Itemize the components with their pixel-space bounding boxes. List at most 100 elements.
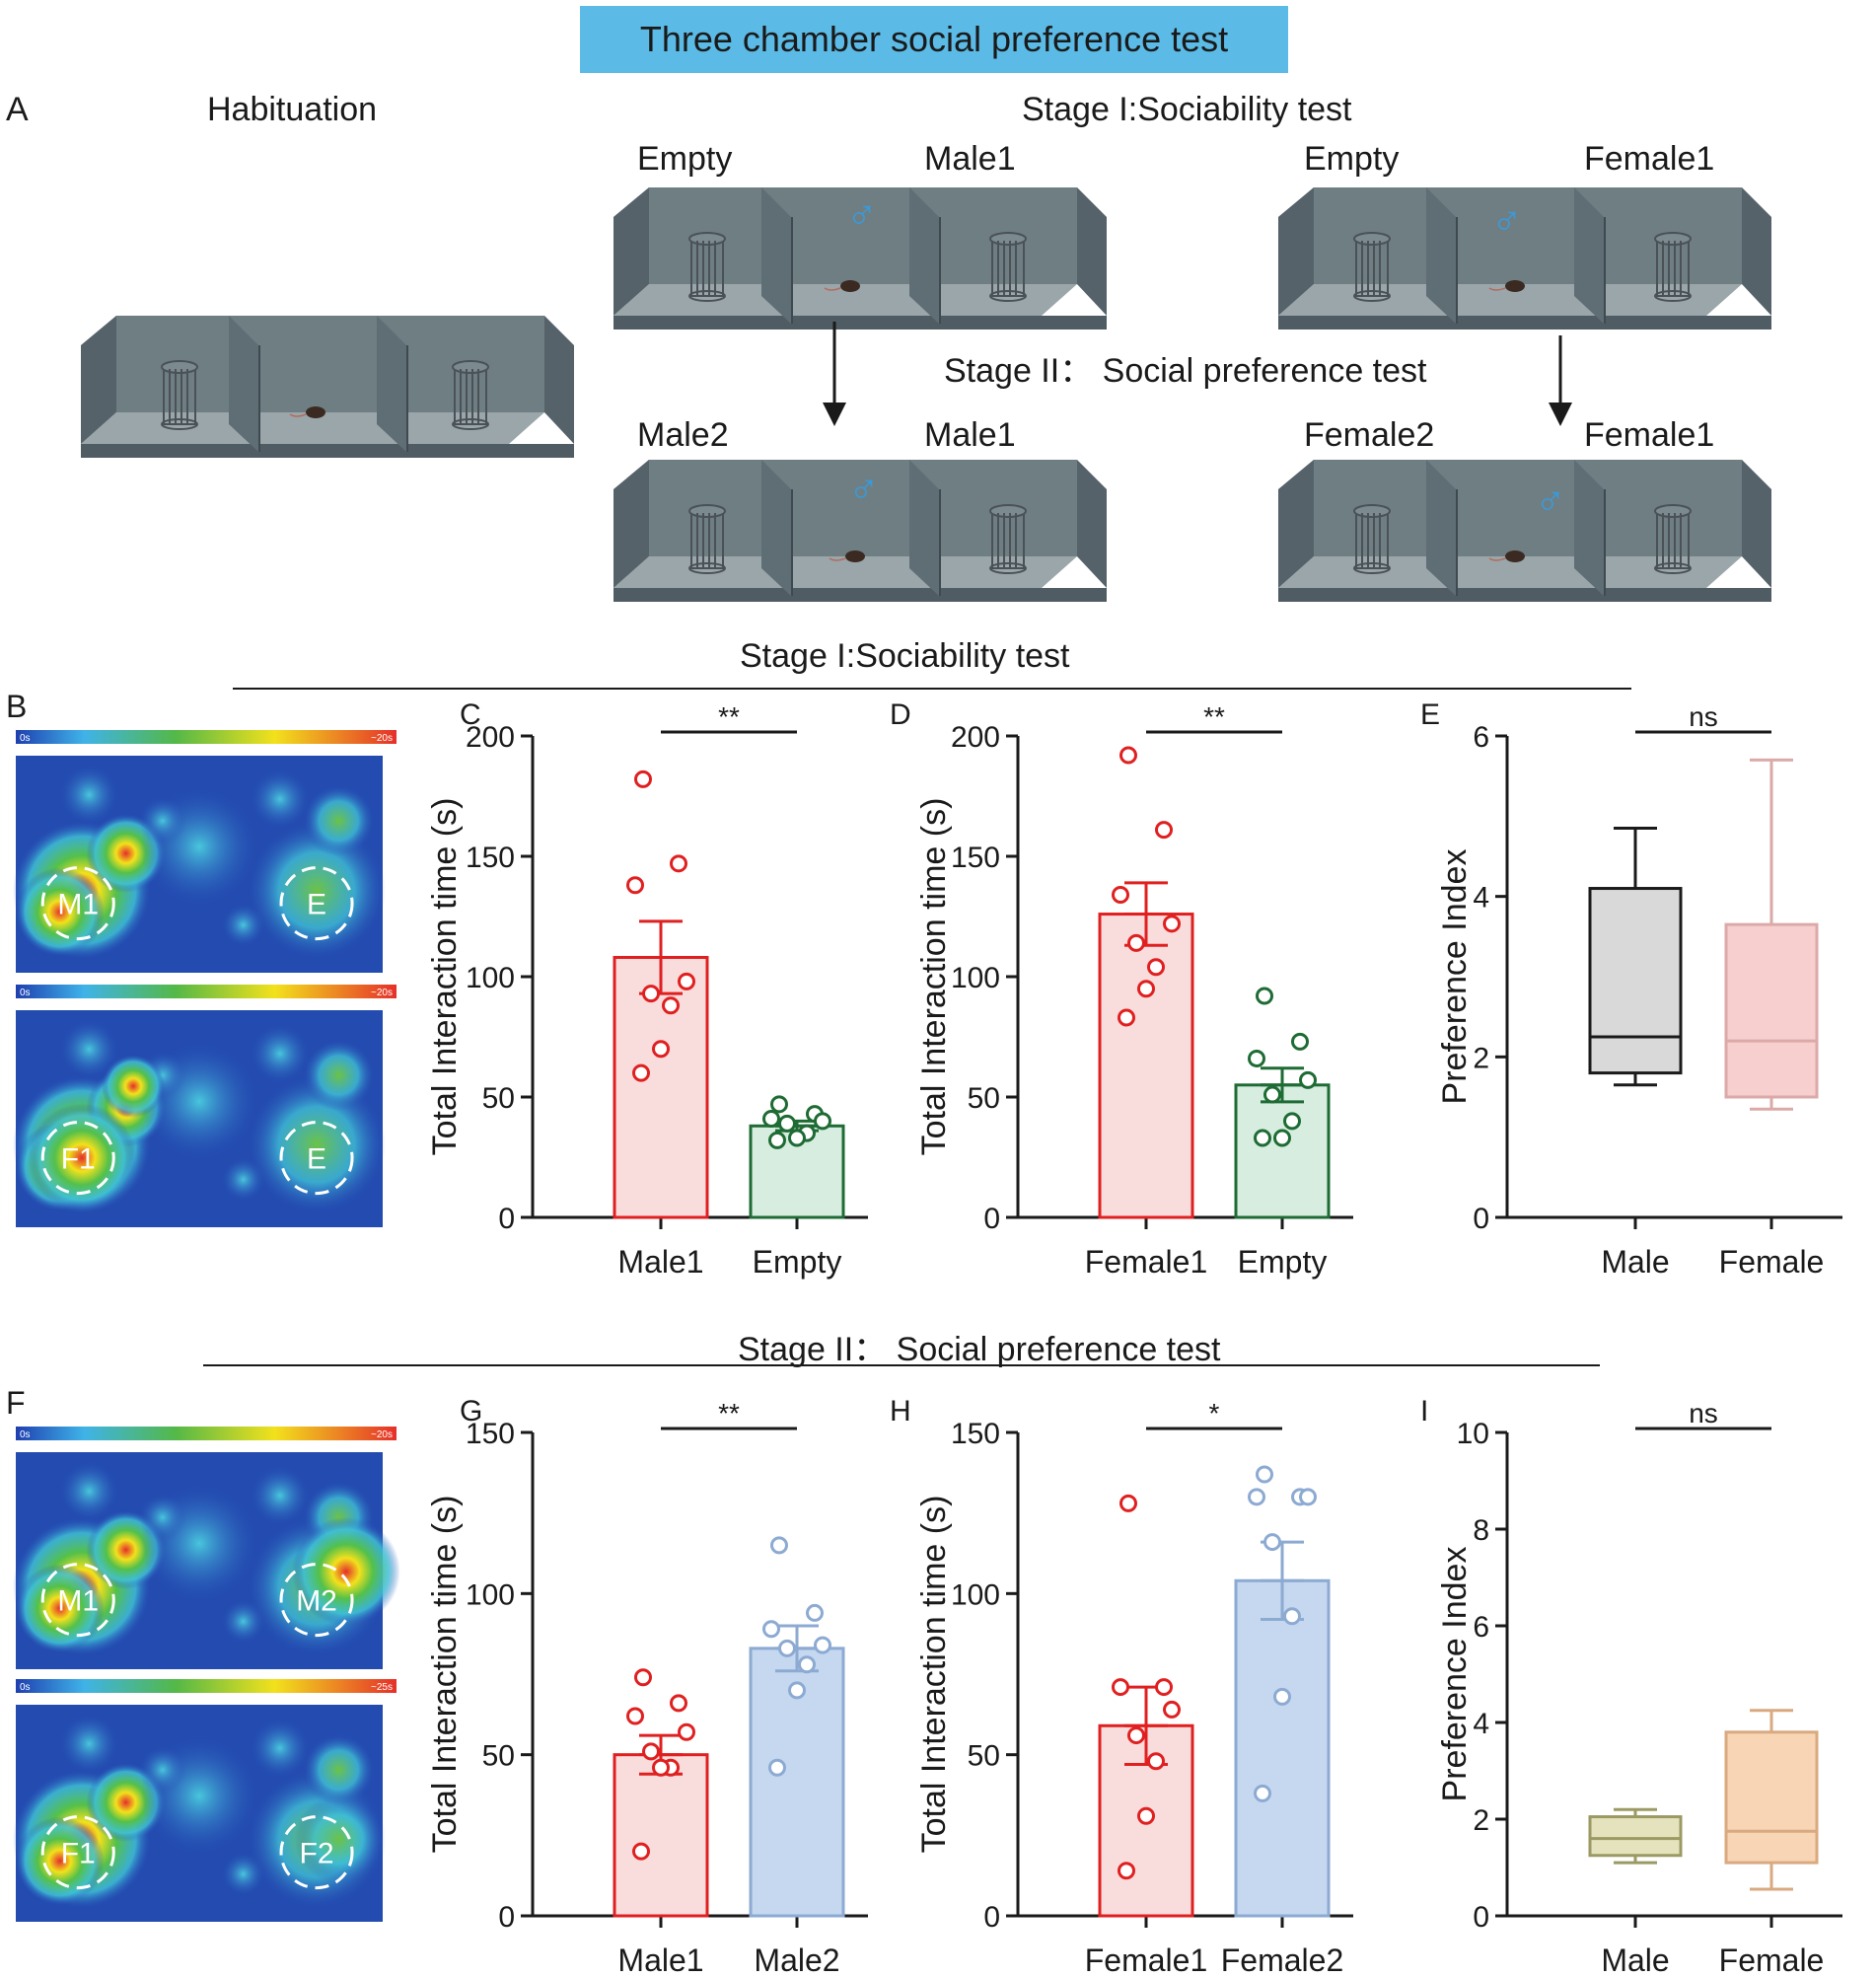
heat-blob [15,1816,105,1906]
chart-c: C Total Interaction time (s) 0 50 100 150 200 M… [426,698,868,1280]
data-point [670,1694,687,1713]
y-axis-label: Preference Index [1436,849,1474,1105]
data-point [1112,1678,1129,1697]
section2-title: Stage II： Social preference test [738,1331,1221,1368]
bar [1098,913,1194,1219]
heat-blob [59,1019,119,1079]
data-point [798,1655,816,1674]
bar [749,1647,845,1918]
x-tick-label: Female1 [1085,1244,1208,1280]
y-axis-label: Preference Index [1436,1547,1474,1802]
data-point [1273,1129,1291,1147]
heat-blob [250,769,310,829]
box [1588,1815,1683,1858]
habituation-apparatus [81,316,574,458]
chart-g: G Total Interaction time (s) 0 50 100 150 Male… [426,1395,868,1978]
data-point [1283,1607,1301,1626]
y-axis-label: Total Interaction time (s) [426,1496,464,1854]
y-tick-label: 6 [1473,1611,1489,1644]
data-point [652,1040,670,1059]
zone-circle [279,866,354,941]
data-point [762,1620,780,1639]
heatmap-b-bottom: 0s ~20s F1 E [12,985,397,1227]
zone-circle [40,1815,115,1890]
scale-min-label: 0s [20,1429,31,1440]
y-tick-label: 100 [951,1578,1000,1611]
heat-blob [15,867,105,957]
heatmap-f-top: 0s ~20s M1 M2 [12,1427,400,1669]
data-point [1291,1032,1309,1051]
data-point [1254,1129,1271,1147]
female-s2-right-label: Female1 [1584,416,1715,454]
data-point [632,1842,650,1861]
scale-max-label: ~20s [371,988,393,998]
scale-max-label: ~20s [371,1429,393,1440]
male-s2-left-label: Male2 [637,416,729,454]
y-tick-label: 0 [498,1203,515,1235]
y-axis-label: Total Interaction time (s) [915,798,953,1156]
x-tick-label: Female2 [1221,1942,1344,1978]
chart-e: E Preference Index 0 2 4 6 Male Female ns [1420,698,1842,1280]
heat-blob [138,1746,186,1794]
male-s2-right-label: Male1 [924,416,1016,454]
data-point [1263,1085,1281,1104]
chart-d: D Total Interaction time (s) 0 50 100 150 200 F… [890,698,1353,1280]
bar [1234,1578,1331,1918]
data-point [768,1131,786,1149]
data-point [1137,980,1155,998]
y-tick-label: 4 [1473,1708,1489,1740]
heat-blob [248,821,387,960]
significance-label: ** [718,1398,740,1429]
x-tick-label: Male [1601,1942,1669,1978]
panel-label-f: F [6,1385,26,1421]
data-point [1248,1488,1265,1506]
scale-min-label: 0s [20,1682,31,1693]
panel-label: H [890,1395,911,1428]
heat-blob [138,1494,186,1541]
data-point [1248,1049,1265,1067]
zone-label: M1 [57,1585,99,1618]
zone-circle [40,1121,115,1196]
x-tick-label: Female [1719,1942,1825,1978]
data-point [1163,915,1181,933]
zone-label: F1 [61,1838,96,1870]
significance-label: ** [1203,701,1225,732]
data-point [806,1603,824,1622]
heat-blob [59,765,119,825]
female-stage1-apparatus [1278,187,1771,330]
zone-circle [40,1563,115,1638]
panel-label-b: B [6,689,28,724]
y-tick-label: 150 [951,842,1000,874]
y-tick-label: 150 [466,842,515,874]
y-tick-label: 100 [466,1578,515,1611]
chart-h: H Total Interaction time (s) 0 50 100 150 Fema… [890,1395,1353,1978]
data-point [634,769,652,788]
data-point [1118,1008,1135,1027]
x-tick-label: Empty [753,1244,842,1280]
color-scale-bar [16,1679,397,1693]
scale-max-label: ~20s [371,733,393,744]
x-tick-label: Male1 [617,1244,703,1280]
data-point [626,876,644,895]
color-scale-bar [16,1427,397,1440]
heat-blob [59,1461,119,1521]
stage1-label: Stage I:Sociability test [1022,91,1352,128]
arrow-down-icon [1549,335,1572,426]
panel-label: E [1420,698,1440,731]
panel-label: I [1420,1395,1428,1428]
female-s1-left-label: Empty [1304,140,1400,178]
data-point [1155,1678,1173,1697]
data-point [1283,1112,1301,1131]
female-stage2-apparatus [1278,460,1771,602]
data-point [1299,1488,1317,1506]
significance-label: ns [1689,701,1718,732]
data-point [762,1109,780,1128]
data-point [770,1095,788,1114]
heat-blob [138,797,186,844]
y-tick-label: 150 [466,1418,515,1450]
y-tick-label: 0 [498,1901,515,1934]
heat-blob [303,1734,375,1805]
male-symbol-icon: ♂ [1491,197,1523,244]
data-point [1273,1687,1291,1706]
y-axis-label: Total Interaction time (s) [915,1496,953,1854]
